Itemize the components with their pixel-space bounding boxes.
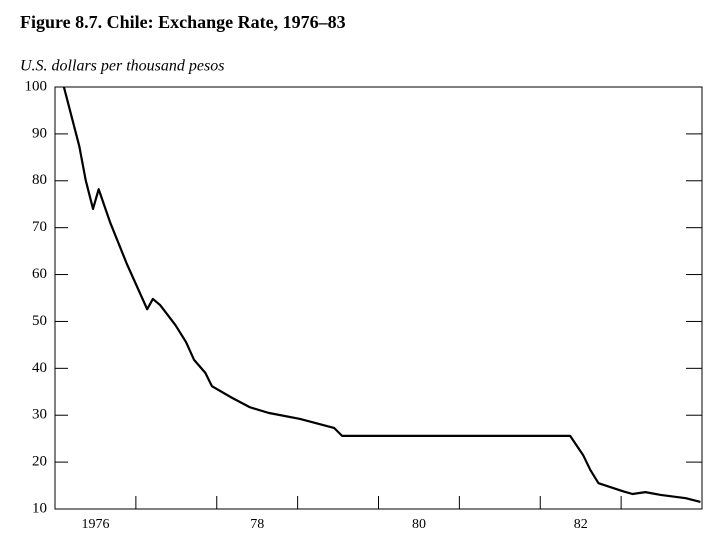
- x-tick-label: 78: [250, 517, 264, 532]
- line-series: [62, 86, 701, 504]
- x-tick-label: 1976: [81, 517, 109, 532]
- x-tick-label: 80: [412, 517, 426, 532]
- y-tick-label: 50: [32, 313, 47, 329]
- y-tick-label: 20: [32, 454, 47, 470]
- x-tick-label: 82: [574, 517, 588, 532]
- y-axis-label: U.S. dollars per thousand pesos: [20, 58, 224, 75]
- chart-title: Figure 8.7. Chile: Exchange Rate, 1976–8…: [20, 12, 346, 32]
- y-tick-label: 60: [32, 266, 47, 282]
- y-tick-label: 100: [25, 78, 48, 94]
- y-tick-label: 70: [32, 219, 47, 235]
- y-tick-label: 30: [32, 407, 47, 423]
- y-tick-label: 40: [32, 360, 47, 376]
- y-tick-label: 80: [32, 172, 47, 188]
- y-tick-label: 10: [32, 500, 47, 516]
- y-tick-label: 90: [32, 125, 47, 141]
- plot-frame: [54, 86, 703, 510]
